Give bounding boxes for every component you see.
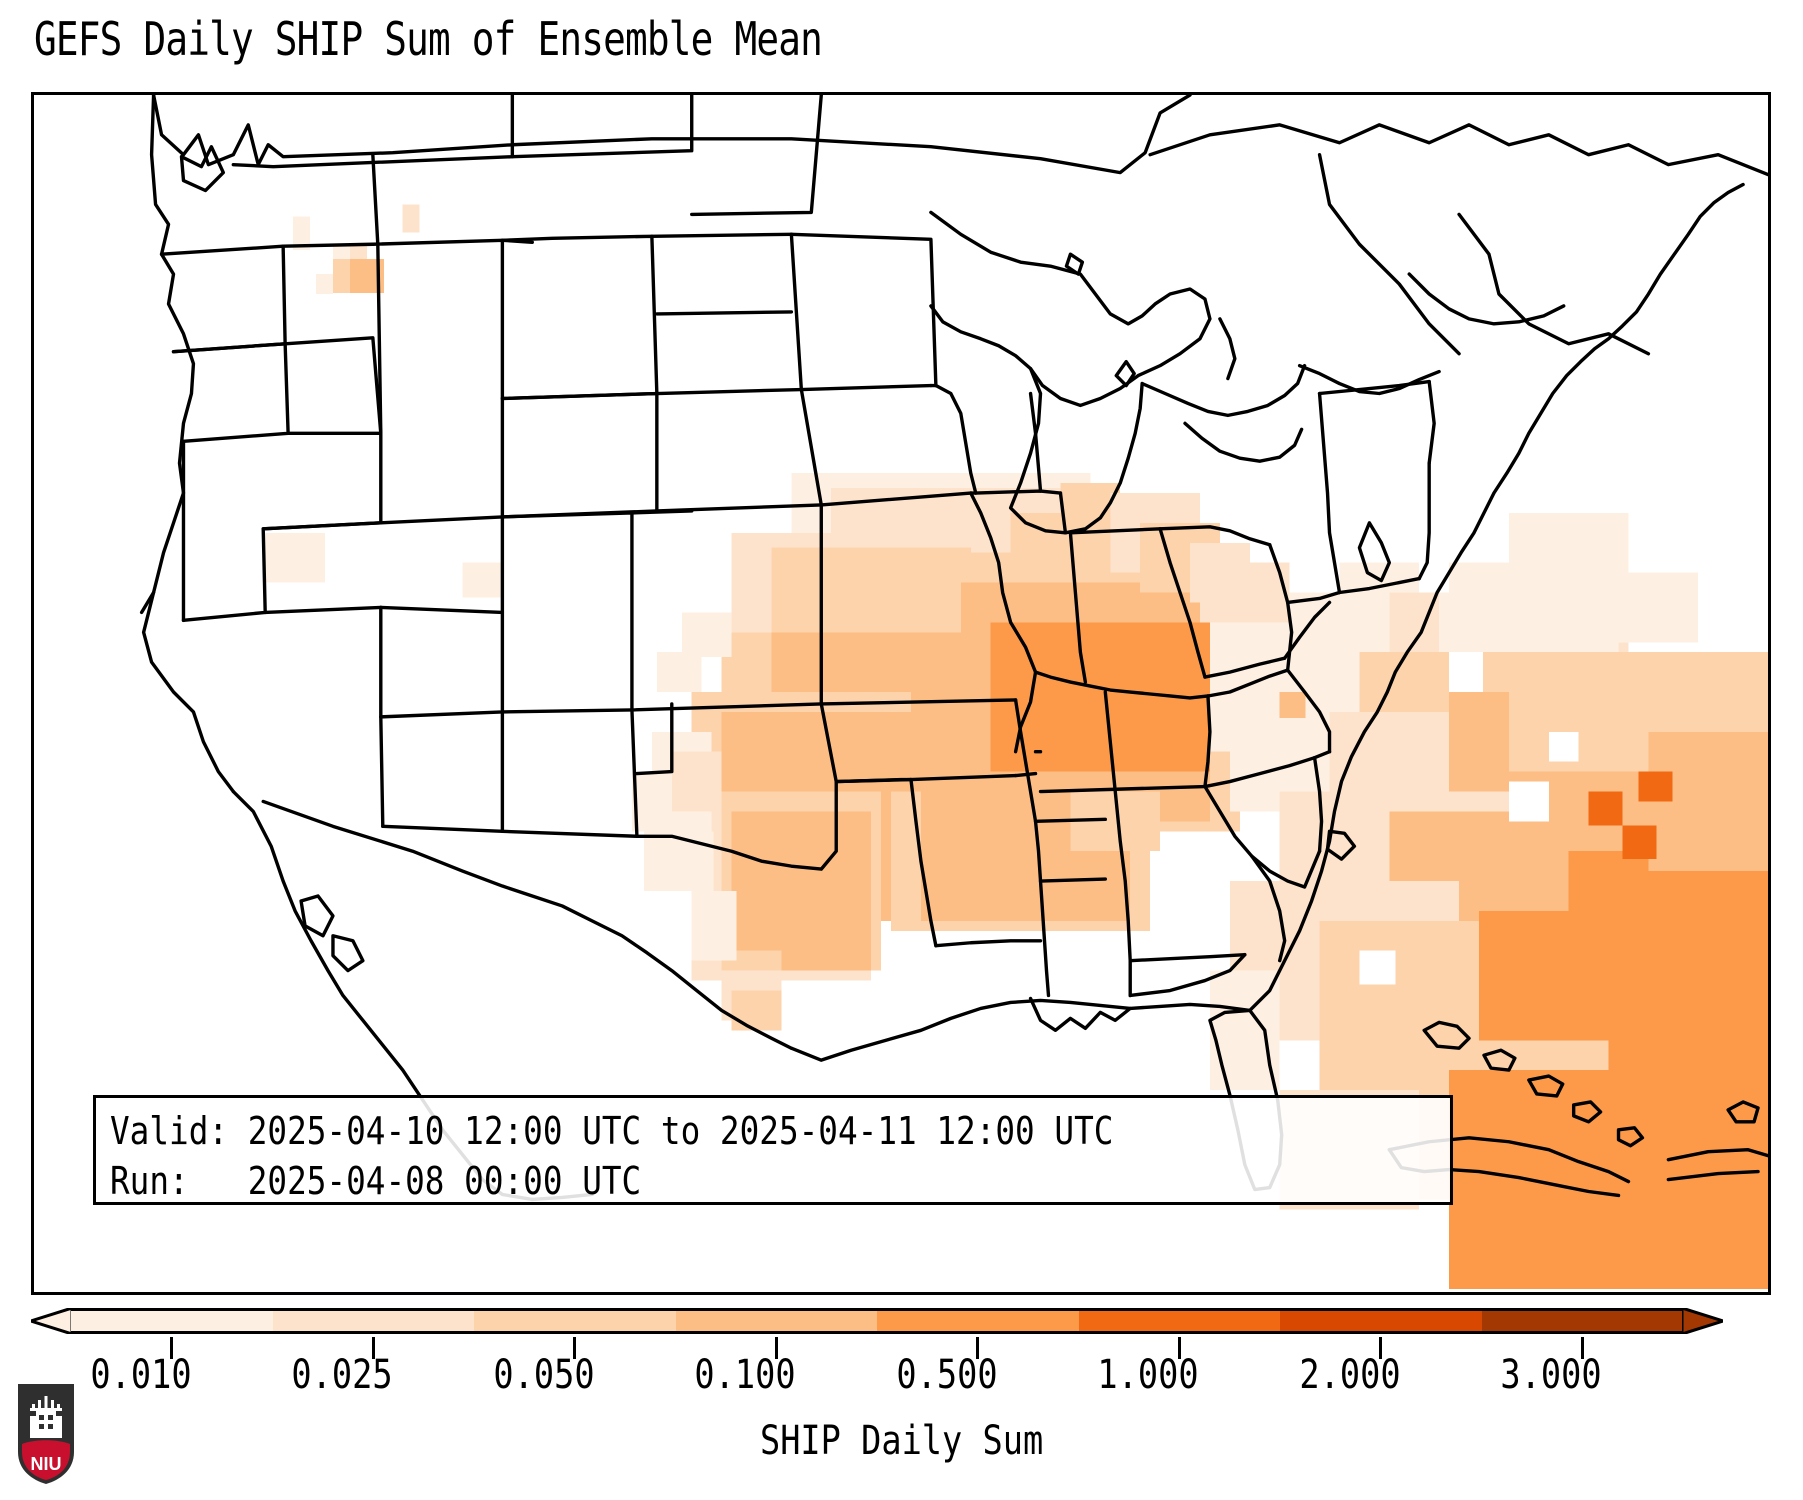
colorbar-segment-2 [474, 1311, 676, 1331]
colorbar-tick-3 [774, 1337, 778, 1359]
niu-logo: NIU [18, 1384, 74, 1484]
colorbar-tick-2 [573, 1337, 577, 1359]
colorbar-segment-0 [71, 1311, 273, 1331]
colorbar-over-arrow [1682, 1308, 1723, 1334]
colorbar-tick-labels: 0.010 0.025 0.050 0.100 0.500 1.000 2.000 3.000 [0, 1352, 1740, 1404]
colorbar-tick-5 [1177, 1337, 1181, 1359]
colorbar-tick-4 [976, 1337, 980, 1359]
colorbar-tick-label-5: 1.000 [1097, 1352, 1199, 1398]
colorbar-axis-label-text: SHIP Daily Sum [759, 1418, 1044, 1464]
colorbar-tick-label-3: 0.100 [694, 1352, 796, 1398]
colorbar-gradient [71, 1308, 1683, 1334]
colorbar-segment-5 [1078, 1311, 1280, 1331]
ship-shaded-field [265, 204, 1768, 1290]
colorbar-axis-label: SHIP Daily Sum [0, 1418, 1803, 1464]
colorbar-tick-label-1: 0.025 [291, 1352, 393, 1398]
map-canvas [34, 95, 1768, 1292]
colorbar-ticks [71, 1337, 1683, 1359]
map-panel[interactable]: Valid: 2025-04-10 12:00 UTC to 2025-04-1… [31, 92, 1771, 1295]
colorbar-tick-label-2: 0.050 [493, 1352, 595, 1398]
colorbar-tick-1 [371, 1337, 375, 1359]
colorbar-segment-1 [272, 1311, 474, 1331]
valid-run-annotation-box: Valid: 2025-04-10 12:00 UTC to 2025-04-1… [93, 1095, 1453, 1205]
colorbar-segment-6 [1280, 1311, 1482, 1331]
map-borders [139, 95, 1768, 1202]
colorbar-tick-label-0: 0.010 [90, 1352, 192, 1398]
valid-time-text: Valid: 2025-04-10 12:00 UTC to 2025-04-1… [110, 1109, 1114, 1153]
colorbar-segment-3 [675, 1311, 877, 1331]
colorbar-segment-7 [1481, 1311, 1683, 1331]
colorbar-under-arrow [31, 1308, 72, 1334]
colorbar[interactable] [31, 1305, 1771, 1359]
run-time-text: Run: 2025-04-08 00:00 UTC [110, 1159, 642, 1203]
colorbar-tick-label-6: 2.000 [1299, 1352, 1401, 1398]
colorbar-tick-6 [1379, 1337, 1383, 1359]
niu-logo-text: NIU [31, 1454, 62, 1474]
page-title: GEFS Daily SHIP Sum of Ensemble Mean [34, 12, 823, 66]
colorbar-tick-label-4: 0.500 [896, 1352, 998, 1398]
colorbar-tick-7 [1580, 1337, 1584, 1359]
colorbar-tick-0 [170, 1337, 174, 1359]
colorbar-segment-4 [877, 1311, 1079, 1331]
colorbar-tick-label-7: 3.000 [1500, 1352, 1602, 1398]
